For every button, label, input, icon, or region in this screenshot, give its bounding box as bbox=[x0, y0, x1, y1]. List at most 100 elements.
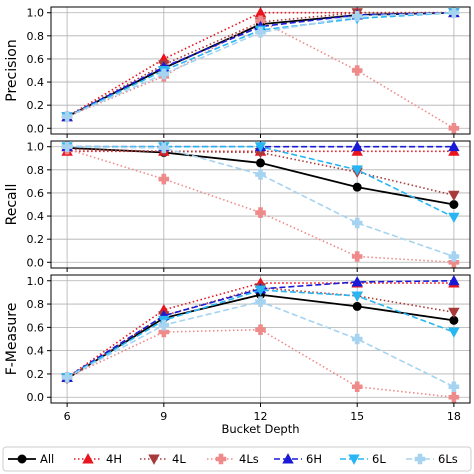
legend-entry-6ls: 6Ls bbox=[406, 452, 458, 466]
data-point bbox=[448, 212, 460, 224]
legend-entry-4l: 4L bbox=[140, 452, 186, 466]
series-line bbox=[66, 289, 455, 379]
series-line bbox=[66, 11, 454, 118]
data-point bbox=[255, 27, 266, 38]
legend-frame bbox=[2, 446, 472, 472]
data-point bbox=[351, 165, 363, 176]
panel-precision: 0.0 0.2 0.4 0.6 0.8 1.0 Precision bbox=[4, 6, 471, 138]
data-point bbox=[351, 217, 363, 229]
data-point bbox=[61, 111, 73, 123]
data-point bbox=[448, 122, 460, 134]
y-tick-label: 0.4 bbox=[27, 345, 45, 358]
x-tick-label: 9 bbox=[160, 410, 167, 423]
y-axis-label: Recall bbox=[4, 184, 20, 226]
data-point bbox=[351, 333, 363, 345]
series-line bbox=[67, 145, 455, 258]
y-tick-label: 1.0 bbox=[27, 275, 45, 288]
data-point bbox=[351, 251, 363, 262]
y-axis-label: Precision bbox=[4, 39, 20, 101]
data-point bbox=[351, 65, 363, 76]
data-point bbox=[256, 158, 265, 168]
data-point bbox=[254, 285, 267, 296]
series-6ls bbox=[61, 7, 460, 123]
data-point bbox=[254, 6, 267, 18]
legend-label: 4H bbox=[106, 452, 122, 466]
legend-label: 6L bbox=[372, 452, 386, 466]
data-point bbox=[352, 301, 362, 311]
y-tick-label: 0.0 bbox=[27, 391, 45, 404]
data-point bbox=[255, 169, 266, 180]
x-axis-label: Bucket Depth bbox=[221, 422, 299, 436]
x-tick-label: 18 bbox=[447, 410, 461, 423]
legend-label: 6Ls bbox=[438, 452, 458, 466]
legend-marker bbox=[215, 453, 227, 465]
data-point bbox=[448, 391, 460, 403]
data-point bbox=[351, 381, 363, 393]
data-point bbox=[61, 141, 73, 153]
data-point bbox=[448, 381, 460, 393]
legend: All 4H 4L 4Ls 6H 6L 6Ls bbox=[2, 446, 472, 472]
data-point bbox=[448, 190, 460, 202]
series-6ls bbox=[61, 296, 460, 393]
x-tick-label: 6 bbox=[64, 410, 71, 423]
y-tick-label: 0.8 bbox=[27, 30, 45, 43]
data-point bbox=[448, 327, 460, 338]
data-point bbox=[351, 276, 363, 287]
y-tick-label: 0.2 bbox=[27, 368, 45, 381]
data-point bbox=[158, 68, 170, 80]
data-point bbox=[158, 319, 170, 331]
y-tick-label: 0.8 bbox=[27, 164, 45, 177]
x-tick-label: 15 bbox=[350, 410, 364, 423]
series-line bbox=[66, 328, 454, 399]
panel-recall: 0.0 0.2 0.4 0.6 0.8 1.0 Recall bbox=[4, 140, 471, 272]
legend-entry-all: All bbox=[8, 452, 54, 466]
y-tick-label: 0.2 bbox=[27, 233, 45, 246]
y-tick-label: 0.6 bbox=[27, 321, 45, 334]
panel-f-measure: 0.0 0.2 0.4 0.6 0.8 1.0 6 9 12 15 18 F-Measure Bucke… bbox=[4, 274, 471, 436]
y-tick-label: 1.0 bbox=[27, 141, 45, 154]
data-point bbox=[448, 140, 460, 152]
data-point bbox=[351, 10, 363, 22]
data-point bbox=[255, 324, 266, 335]
y-tick-label: 0.0 bbox=[27, 256, 45, 269]
data-point bbox=[255, 296, 266, 308]
data-point bbox=[158, 173, 170, 185]
data-point bbox=[254, 142, 267, 153]
legend-label: All bbox=[40, 452, 54, 466]
data-point bbox=[255, 207, 266, 218]
legend-label: 4L bbox=[172, 452, 186, 466]
y-tick-label: 1.0 bbox=[27, 7, 45, 20]
series-6ls bbox=[61, 141, 460, 262]
legend-entry-4h: 4H bbox=[74, 452, 122, 466]
data-point bbox=[158, 142, 170, 154]
data-point bbox=[351, 140, 363, 152]
y-tick-label: 0.4 bbox=[27, 76, 45, 89]
data-point bbox=[449, 200, 459, 209]
legend-marker bbox=[82, 453, 94, 464]
data-point bbox=[352, 182, 362, 192]
y-tick-label: 0.8 bbox=[27, 298, 45, 311]
legend-marker bbox=[148, 454, 160, 465]
series-line bbox=[66, 279, 454, 379]
legend-entry-6h: 6H bbox=[274, 452, 322, 466]
data-point bbox=[448, 274, 460, 286]
panels: 0.00.20.40.60.81.0Precision0.00.20.40.60… bbox=[4, 6, 471, 436]
x-tick-label: 12 bbox=[254, 410, 268, 423]
data-point bbox=[448, 251, 460, 262]
y-tick-label: 0.0 bbox=[27, 122, 45, 135]
y-tick-label: 0.6 bbox=[27, 187, 45, 200]
y-axis-label: F-Measure bbox=[4, 303, 20, 376]
legend-marker bbox=[414, 453, 426, 465]
legend-label: 4Ls bbox=[239, 452, 259, 466]
legend-label: 6H bbox=[306, 452, 322, 466]
series-line bbox=[66, 11, 454, 118]
legend-marker bbox=[17, 454, 27, 464]
y-tick-label: 0.4 bbox=[27, 210, 45, 223]
legend-marker bbox=[282, 453, 294, 464]
legend-marker bbox=[348, 454, 360, 465]
data-point bbox=[351, 291, 363, 302]
legend-entry-6l: 6L bbox=[340, 452, 386, 466]
legend-entry-4ls: 4Ls bbox=[207, 452, 259, 466]
y-tick-label: 0.2 bbox=[27, 99, 45, 112]
